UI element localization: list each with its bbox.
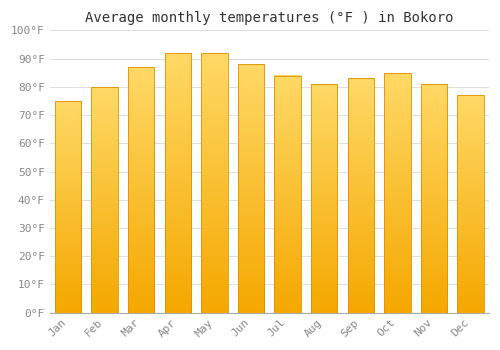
Bar [128, 67, 154, 313]
Bar [55, 101, 81, 313]
Bar [458, 95, 484, 313]
Title: Average monthly temperatures (°F ) in Bokoro: Average monthly temperatures (°F ) in Bo… [85, 11, 454, 25]
Bar [164, 53, 191, 313]
Bar [384, 73, 410, 313]
Bar [92, 87, 118, 313]
Bar [421, 84, 447, 313]
Bar [201, 53, 228, 313]
Bar [348, 78, 374, 313]
Bar [238, 64, 264, 313]
Bar [311, 84, 338, 313]
Bar [274, 76, 301, 313]
